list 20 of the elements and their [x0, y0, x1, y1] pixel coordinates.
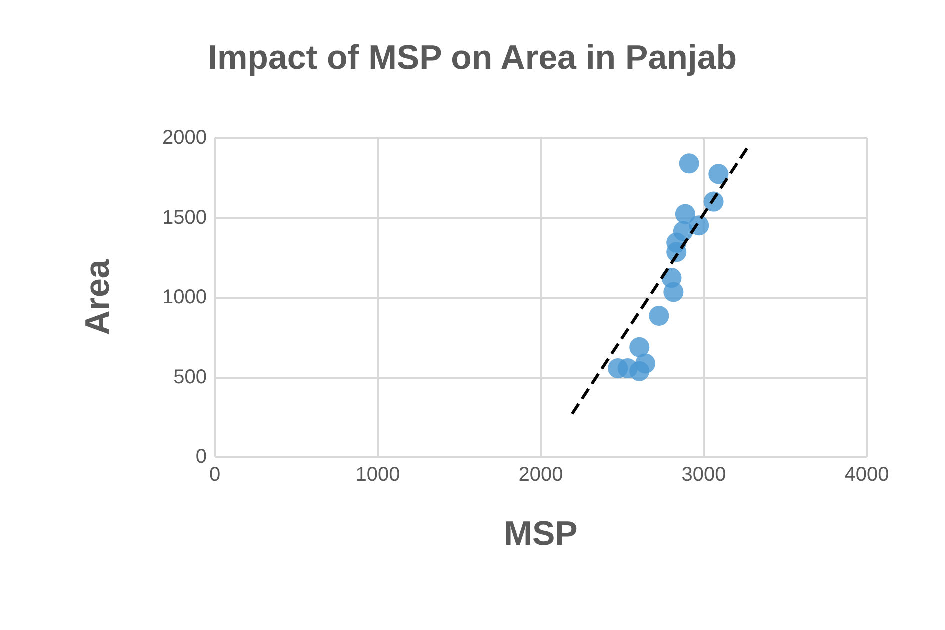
y-axis-title: Area: [79, 258, 117, 336]
point: [630, 337, 650, 358]
point: [664, 282, 684, 302]
point: [618, 358, 638, 378]
y-tick-label: 0: [196, 446, 207, 468]
y-tick-label: 2000: [162, 127, 207, 149]
point: [649, 306, 670, 326]
x-tick-label: 3000: [682, 464, 726, 486]
point: [675, 204, 696, 224]
x-axis-title: MSP: [504, 515, 578, 553]
point: [679, 154, 700, 174]
y-tick-label: 500: [174, 366, 207, 388]
x-tick-label: 1000: [356, 464, 400, 486]
y-tick-label: 1500: [162, 206, 207, 229]
y-tick-label: 1000: [162, 286, 207, 308]
chart-title: Impact of MSP on Area in Panjab: [208, 39, 737, 77]
x-tick-label: 4000: [844, 464, 890, 486]
x-tick-label: 0: [209, 464, 221, 486]
point: [708, 164, 729, 184]
x-tick-label: 2000: [518, 464, 564, 486]
